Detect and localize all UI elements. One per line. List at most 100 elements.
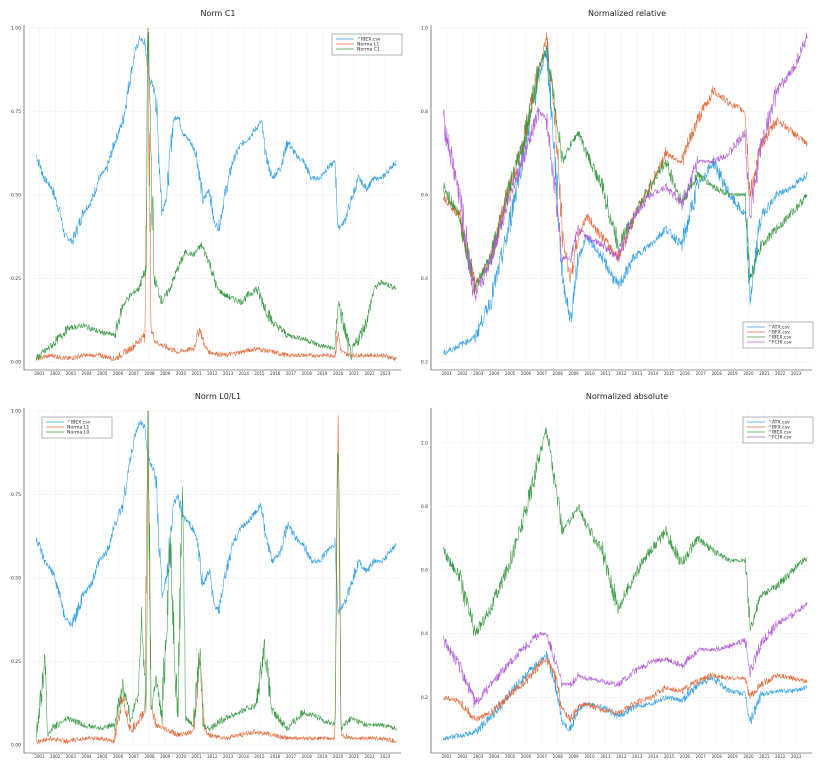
x-tick-label: 2022 bbox=[364, 754, 375, 759]
x-tick-label: 2002 bbox=[457, 754, 468, 759]
x-tick-label: 2018 bbox=[302, 754, 313, 759]
x-tick-label: 2005 bbox=[97, 754, 108, 759]
x-tick-label: 2011 bbox=[600, 754, 611, 759]
x-tick-label: 2004 bbox=[81, 371, 92, 376]
x-tick-label: 2009 bbox=[569, 754, 580, 759]
legend-label: ^FCHI.csv bbox=[768, 340, 792, 346]
chart-title: Normalized absolute bbox=[586, 392, 668, 401]
y-tick-label: 0.50 bbox=[11, 576, 21, 582]
x-tick-label: 2020 bbox=[743, 754, 754, 759]
y-tick-label: 0.75 bbox=[11, 109, 21, 115]
x-tick-label: 2008 bbox=[553, 754, 564, 759]
y-tick-label: 0.25 bbox=[11, 659, 21, 665]
chart-title: Norm L0/L1 bbox=[195, 392, 241, 401]
y-tick-label: 0.8 bbox=[421, 109, 428, 115]
x-tick-label: 2013 bbox=[223, 754, 234, 759]
series-line bbox=[443, 32, 808, 302]
y-tick-label: 1.0 bbox=[421, 440, 428, 446]
x-tick-label: 2001 bbox=[441, 754, 452, 759]
x-tick-label: 2016 bbox=[680, 371, 691, 376]
legend-label: ^BFX.csv bbox=[768, 330, 790, 336]
x-tick-label: 2012 bbox=[207, 371, 218, 376]
x-tick-label: 2007 bbox=[537, 371, 548, 376]
x-tick-label: 2004 bbox=[81, 754, 92, 759]
x-tick-label: 2016 bbox=[680, 754, 691, 759]
legend-label: Norma L0 bbox=[67, 430, 89, 436]
x-tick-label: 2011 bbox=[192, 371, 203, 376]
legend-label: Norma L1 bbox=[67, 425, 89, 431]
x-tick-label: 2020 bbox=[333, 754, 344, 759]
y-tick-label: 0.50 bbox=[11, 193, 21, 199]
x-tick-label: 2019 bbox=[727, 754, 738, 759]
x-tick-label: 2021 bbox=[349, 371, 360, 376]
x-tick-label: 2018 bbox=[712, 371, 723, 376]
series-line bbox=[443, 601, 808, 709]
x-tick-label: 2022 bbox=[775, 371, 786, 376]
x-tick-label: 2004 bbox=[489, 754, 500, 759]
legend-label: ^BFX.csv bbox=[768, 425, 790, 431]
x-tick-label: 2016 bbox=[270, 371, 281, 376]
x-tick-label: 2008 bbox=[553, 371, 564, 376]
x-tick-label: 2023 bbox=[791, 754, 802, 759]
x-tick-label: 2019 bbox=[727, 371, 738, 376]
x-tick-label: 2006 bbox=[521, 371, 532, 376]
x-tick-label: 2018 bbox=[302, 371, 313, 376]
x-tick-label: 2003 bbox=[66, 371, 77, 376]
x-tick-label: 2023 bbox=[791, 371, 802, 376]
y-tick-label: 0.75 bbox=[11, 492, 21, 498]
x-tick-label: 2003 bbox=[66, 754, 77, 759]
x-tick-label: 2023 bbox=[380, 754, 391, 759]
series-line bbox=[443, 651, 808, 741]
x-tick-label: 2009 bbox=[160, 371, 171, 376]
x-tick-label: 2002 bbox=[457, 371, 468, 376]
x-tick-label: 2008 bbox=[144, 754, 155, 759]
x-tick-label: 2013 bbox=[632, 371, 643, 376]
x-tick-label: 2022 bbox=[775, 754, 786, 759]
y-tick-label: 0.6 bbox=[421, 568, 428, 574]
y-tick-label: 0.25 bbox=[11, 276, 21, 282]
y-tick-label: 1.00 bbox=[11, 409, 21, 415]
x-tick-label: 2010 bbox=[176, 371, 187, 376]
series-line bbox=[443, 44, 808, 356]
x-tick-label: 2007 bbox=[129, 371, 140, 376]
x-tick-label: 2014 bbox=[648, 371, 659, 376]
series-line bbox=[36, 419, 397, 628]
x-tick-label: 2001 bbox=[34, 371, 45, 376]
x-tick-label: 2017 bbox=[696, 371, 707, 376]
panel-norm-c1: Norm C1 0.00 0.25 0.50 0.75 1.00 2001 2002 2003 2… bbox=[11, 9, 403, 376]
x-tick-label: 2008 bbox=[144, 371, 155, 376]
x-tick-label: 2020 bbox=[333, 371, 344, 376]
y-tick-label: 0.6 bbox=[421, 193, 428, 199]
panel-normalized-relative: Normalized relative 0.2 0.4 0.6 0.8 1.0 2001 20… bbox=[421, 9, 814, 376]
x-tick-label: 2021 bbox=[759, 371, 770, 376]
y-tick-label: 0.4 bbox=[421, 276, 428, 282]
x-tick-label: 2007 bbox=[129, 754, 140, 759]
series-line bbox=[36, 27, 397, 362]
y-tick-label: 0.8 bbox=[421, 504, 428, 510]
x-tick-label: 2017 bbox=[696, 754, 707, 759]
y-tick-label: 1.00 bbox=[11, 26, 21, 32]
x-tick-label: 2011 bbox=[600, 371, 611, 376]
x-tick-label: 2023 bbox=[380, 371, 391, 376]
x-tick-label: 2009 bbox=[569, 371, 580, 376]
x-tick-label: 2006 bbox=[113, 371, 124, 376]
legend-label: ^IBEX.csv bbox=[67, 420, 91, 426]
series-line bbox=[36, 410, 397, 740]
axes bbox=[430, 25, 812, 371]
x-tick-label: 2016 bbox=[270, 754, 281, 759]
x-tick-label: 2003 bbox=[473, 371, 484, 376]
legend-label: ^IBEX.csv bbox=[768, 430, 792, 436]
series-line bbox=[36, 35, 397, 246]
x-tick-label: 2005 bbox=[97, 371, 108, 376]
x-tick-label: 2021 bbox=[759, 754, 770, 759]
y-tick-label: 0.00 bbox=[11, 360, 21, 366]
x-tick-label: 2010 bbox=[584, 371, 595, 376]
x-tick-label: 2002 bbox=[50, 754, 61, 759]
x-tick-label: 2012 bbox=[207, 754, 218, 759]
x-tick-label: 2014 bbox=[648, 754, 659, 759]
x-tick-label: 2010 bbox=[176, 754, 187, 759]
x-tick-label: 2020 bbox=[743, 371, 754, 376]
legend-box bbox=[742, 321, 814, 349]
legend-label: ^IBEX.csv bbox=[357, 37, 381, 43]
